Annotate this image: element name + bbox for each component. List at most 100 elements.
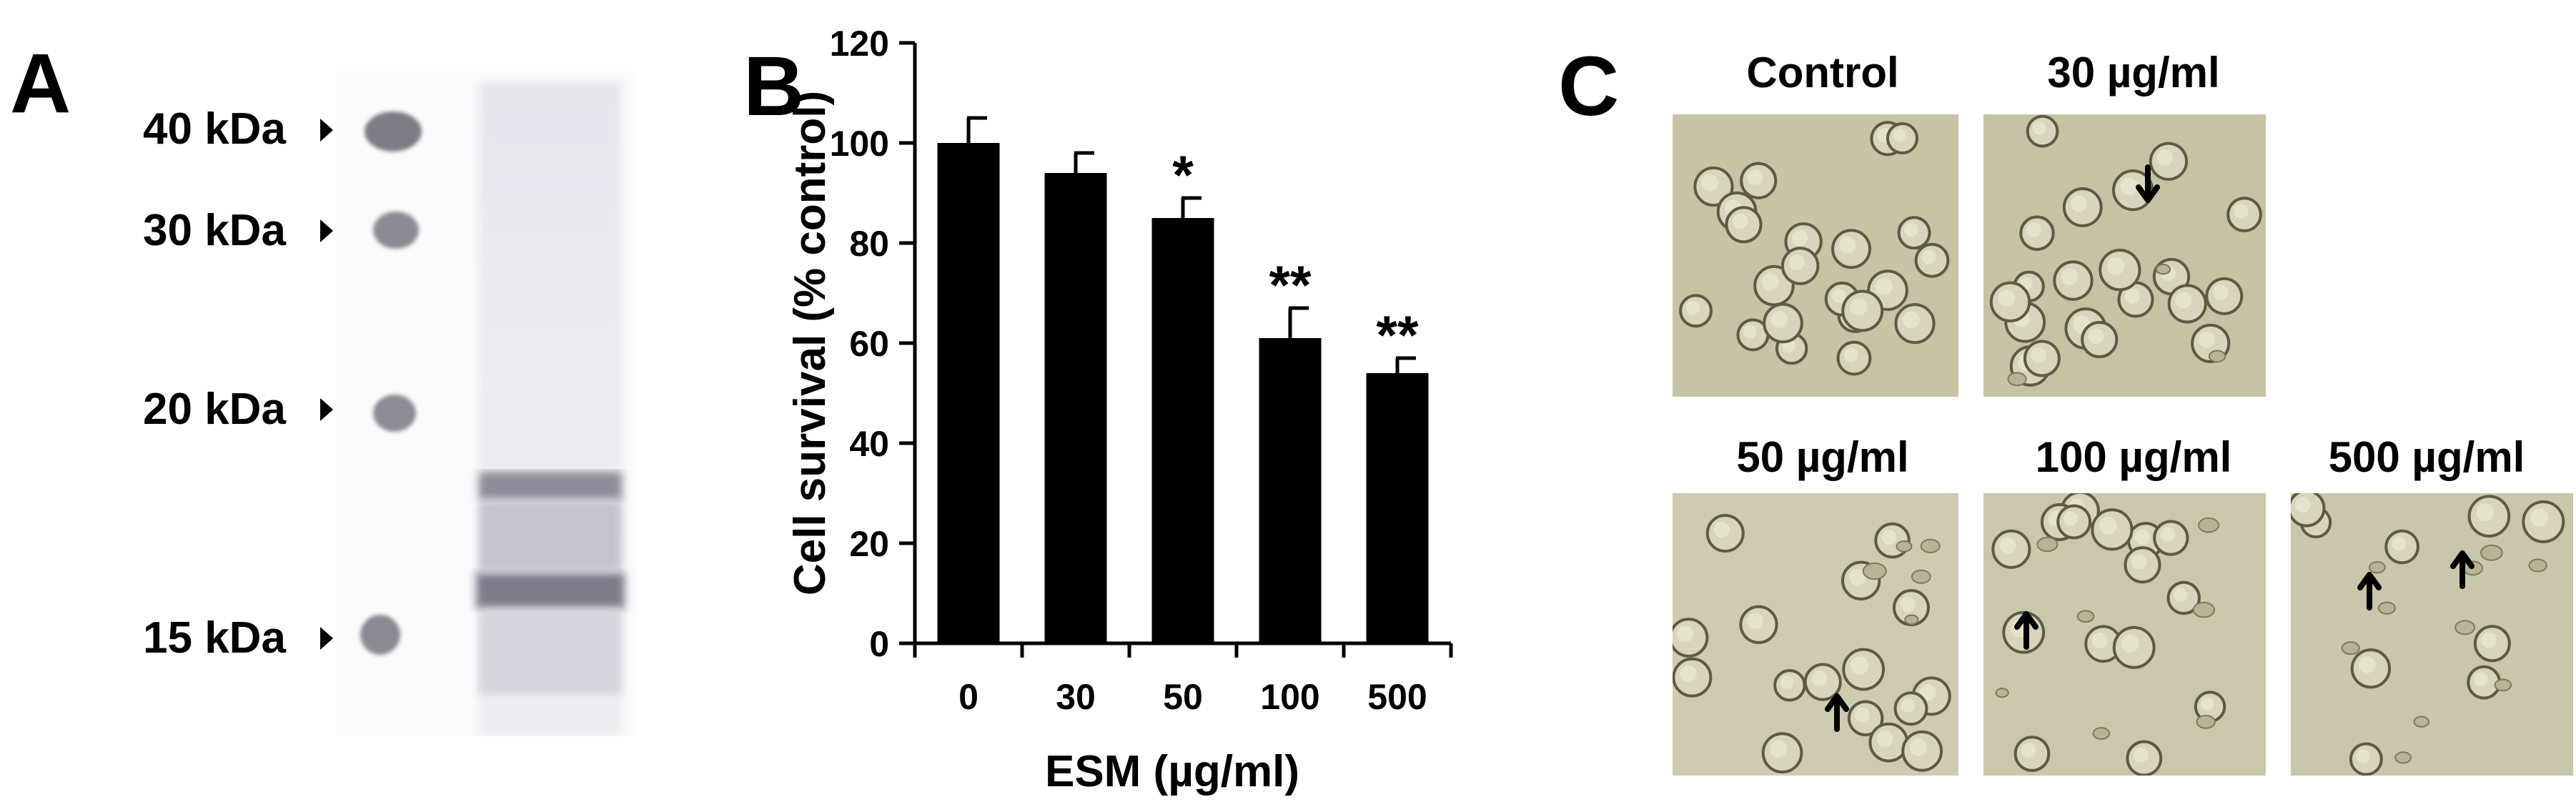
cell bbox=[2522, 500, 2565, 543]
cell bbox=[2350, 648, 2392, 689]
marker-label-40kda: 40 kDa bbox=[143, 104, 286, 154]
pointer-arrow-icon bbox=[1825, 693, 1849, 732]
cell bbox=[2226, 197, 2262, 232]
cell bbox=[1673, 618, 1709, 658]
damaged-cell bbox=[2092, 727, 2111, 740]
cell bbox=[1886, 122, 1919, 155]
cell bbox=[2166, 580, 2201, 615]
cell bbox=[2081, 320, 2119, 359]
cell bbox=[2117, 281, 2154, 318]
cell bbox=[1989, 281, 2031, 323]
significance-mark-50: * bbox=[1172, 145, 1194, 206]
cell bbox=[2013, 736, 2051, 772]
damaged-cell bbox=[1862, 562, 1887, 580]
cell bbox=[1893, 691, 1928, 726]
cell bbox=[1894, 303, 1936, 345]
significance-mark-100: ** bbox=[1269, 255, 1312, 316]
damaged-cell bbox=[2494, 678, 2512, 692]
sample-band-lower bbox=[476, 572, 625, 609]
panel-c-letter: C bbox=[1558, 39, 1620, 134]
panel-b-letter: B bbox=[743, 39, 805, 134]
cell bbox=[2023, 340, 2061, 377]
damaged-cell bbox=[1904, 614, 1919, 625]
pointer-arrow-icon bbox=[2014, 611, 2038, 650]
marker-arrow-30kda bbox=[320, 219, 333, 242]
cell bbox=[2467, 495, 2511, 538]
cell bbox=[1725, 206, 1763, 244]
cell bbox=[2473, 625, 2511, 663]
cell bbox=[1673, 657, 1713, 698]
marker-label-20kda: 20 kDa bbox=[143, 385, 286, 434]
damaged-cell bbox=[2198, 517, 2220, 533]
cell bbox=[1780, 247, 1820, 285]
x-tick-label: 30 bbox=[1056, 677, 1096, 717]
cell bbox=[1842, 648, 1886, 691]
marker-label-30kda: 30 kDa bbox=[143, 206, 286, 255]
marker-band-20kda bbox=[373, 395, 416, 432]
cell bbox=[2112, 625, 2156, 669]
cell bbox=[1991, 529, 2031, 569]
cell bbox=[2099, 249, 2141, 292]
y-tick-label: 20 bbox=[849, 524, 889, 564]
y-tick-label: 120 bbox=[830, 24, 889, 64]
cell bbox=[2019, 215, 2055, 251]
cell bbox=[1705, 514, 1745, 553]
y-tick-label: 0 bbox=[869, 624, 889, 664]
x-tick-label: 500 bbox=[1367, 677, 1427, 717]
cell bbox=[1761, 732, 1803, 774]
cell bbox=[2349, 742, 2383, 776]
cell bbox=[1831, 229, 1871, 269]
cell bbox=[2291, 493, 2326, 528]
y-tick-label: 40 bbox=[849, 424, 889, 464]
cell bbox=[1847, 700, 1884, 737]
cell bbox=[1679, 294, 1713, 328]
micrograph-100 bbox=[1983, 493, 2266, 776]
cell bbox=[2467, 665, 2502, 700]
bar-100 bbox=[1259, 338, 1322, 643]
bar-30 bbox=[1044, 173, 1107, 643]
micrograph-50 bbox=[1673, 493, 1958, 776]
micrograph-title-control: Control bbox=[1746, 49, 1899, 96]
cell bbox=[2167, 284, 2207, 324]
cell bbox=[2056, 504, 2092, 540]
micrograph-title-50: 50 µg/ml bbox=[1736, 433, 1909, 481]
bar-0 bbox=[937, 143, 1000, 643]
marker-band-30kda bbox=[373, 212, 419, 249]
cell bbox=[2191, 323, 2231, 363]
cell bbox=[2153, 520, 2189, 556]
sample-smear-lower bbox=[479, 609, 622, 695]
micrograph-title-100: 100 µg/ml bbox=[2035, 433, 2232, 481]
damaged-cell bbox=[2394, 751, 2412, 764]
damaged-cell bbox=[2192, 601, 2216, 618]
cell bbox=[1693, 166, 1734, 207]
marker-arrow-40kda bbox=[320, 119, 333, 142]
marker-band-40kda bbox=[365, 112, 422, 152]
micrograph-500 bbox=[2291, 493, 2573, 776]
cell bbox=[2084, 625, 2122, 663]
damaged-cell bbox=[2155, 264, 2171, 275]
marker-label-15kda: 15 kDa bbox=[143, 613, 286, 663]
cell bbox=[1763, 302, 1803, 344]
damaged-cell bbox=[2368, 561, 2386, 574]
cell bbox=[2053, 260, 2094, 301]
cell bbox=[2112, 169, 2154, 212]
damaged-cell bbox=[2377, 601, 2396, 615]
sample-band-upper bbox=[479, 472, 622, 500]
micrograph-title-30: 30 µg/ml bbox=[2047, 49, 2220, 96]
cell bbox=[2205, 277, 2244, 315]
bar-50 bbox=[1151, 218, 1214, 643]
x-tick-label: 100 bbox=[1260, 677, 1319, 717]
damaged-cell bbox=[2196, 715, 2216, 729]
marker-band-15kda bbox=[360, 615, 400, 655]
cell bbox=[2026, 114, 2059, 148]
micrograph-control bbox=[1673, 114, 1958, 397]
cell bbox=[2124, 546, 2161, 584]
cell bbox=[1773, 669, 1806, 702]
y-axis-label: Cell survival (% control) bbox=[786, 91, 835, 595]
cell bbox=[1901, 730, 1943, 772]
bar-500 bbox=[1366, 373, 1429, 643]
panel-a-letter: A bbox=[10, 36, 71, 131]
pointer-arrow-icon bbox=[2450, 550, 2475, 589]
cell bbox=[2149, 142, 2189, 181]
